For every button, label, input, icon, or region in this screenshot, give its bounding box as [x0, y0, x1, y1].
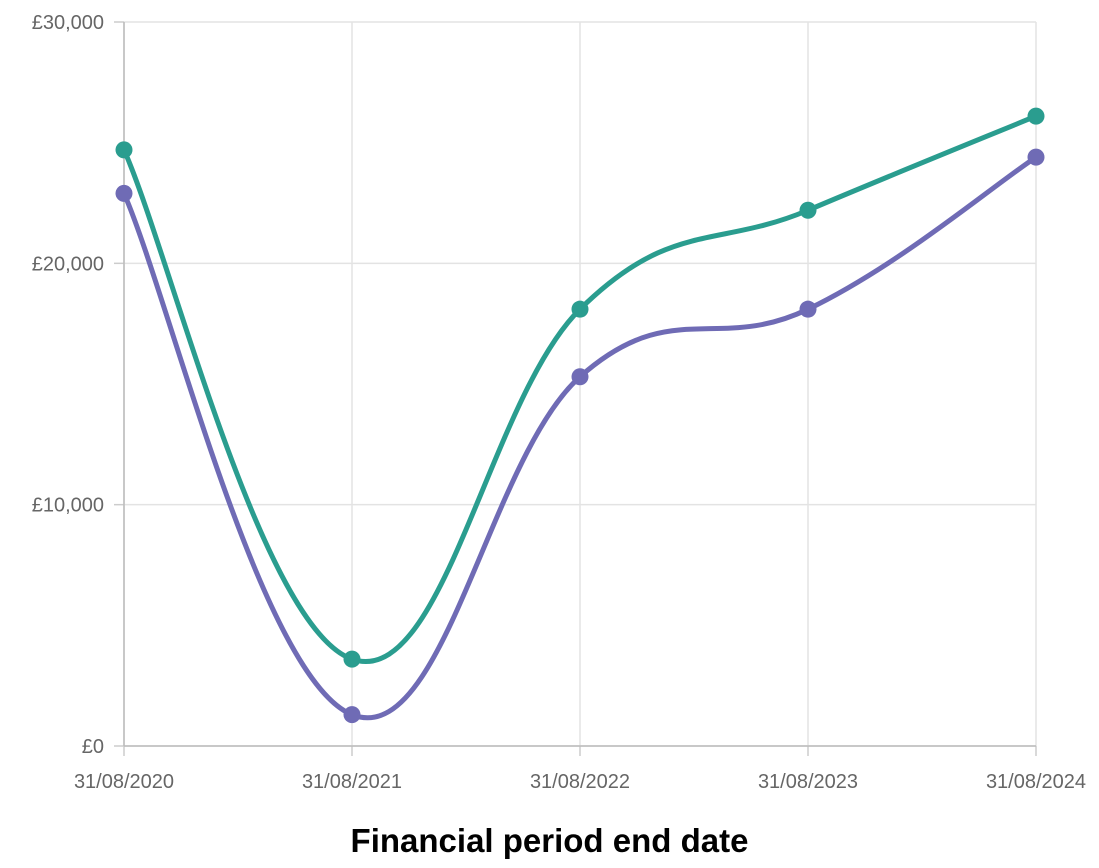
y-axis-tick-labels: £0 £10,000 £20,000 £30,000 [32, 12, 104, 758]
x-tick-label: 31/08/2023 [758, 771, 858, 793]
axes [114, 21, 1037, 756]
data-point[interactable] [799, 300, 817, 318]
x-tick-label: 31/08/2021 [302, 771, 402, 793]
y-tick-label: £0 [82, 736, 104, 758]
data-point[interactable] [571, 300, 589, 318]
y-tick-label: £10,000 [32, 495, 104, 517]
data-point[interactable] [1027, 148, 1045, 166]
y-tick-label: £20,000 [32, 253, 104, 275]
series-line [121, 154, 1039, 721]
series-layer [115, 107, 1045, 724]
data-point[interactable] [343, 706, 361, 724]
data-point[interactable] [1027, 107, 1045, 125]
x-axis-tick-labels: 31/08/2020 31/08/2021 31/08/2022 31/08/2023… [74, 771, 1086, 793]
data-point[interactable] [343, 650, 361, 668]
series-2 [115, 148, 1045, 724]
data-point[interactable] [571, 368, 589, 386]
data-point[interactable] [115, 141, 133, 159]
data-point[interactable] [115, 184, 133, 202]
x-tick-label: 31/08/2020 [74, 771, 174, 793]
y-tick-label: £30,000 [32, 12, 104, 34]
series-1 [115, 107, 1045, 668]
x-tick-label: 31/08/2024 [986, 771, 1086, 793]
data-point[interactable] [799, 201, 817, 219]
x-axis-title: Financial period end date [350, 822, 749, 859]
series-line [121, 113, 1039, 664]
x-tick-label: 31/08/2022 [530, 771, 630, 793]
